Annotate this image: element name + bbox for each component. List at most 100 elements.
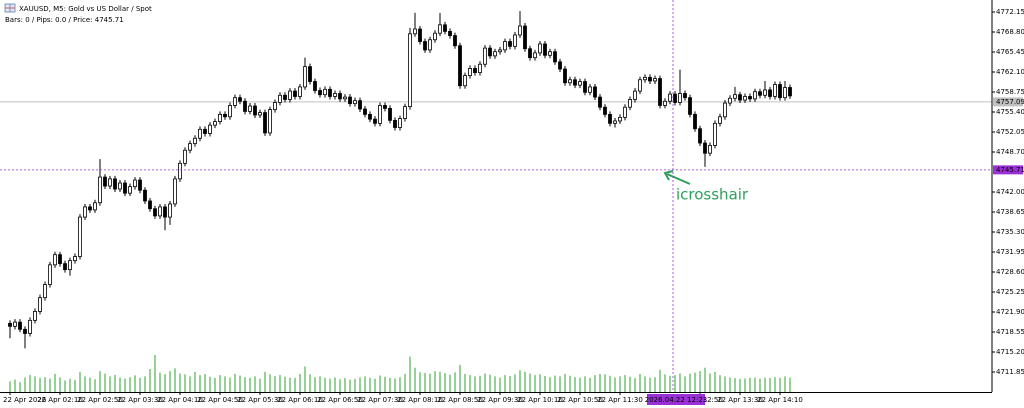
volume-bar — [249, 377, 251, 392]
candle-body — [128, 186, 132, 194]
volume-bar — [49, 378, 51, 392]
candle-body — [273, 102, 277, 111]
y-tick-label: 4758.75 — [996, 88, 1024, 96]
volume-bar — [229, 377, 231, 392]
candle-body — [743, 96, 747, 101]
volume-bar — [469, 375, 471, 392]
volume-bar — [789, 377, 791, 392]
y-tick-label: 4755.40 — [996, 108, 1024, 116]
volume-bar — [124, 378, 126, 392]
y-tick-label: 4738.65 — [996, 208, 1024, 216]
candle-body — [683, 93, 687, 99]
volume-bar — [54, 373, 56, 392]
volume-bar — [549, 377, 551, 392]
volume-bar — [719, 375, 721, 392]
volume-bar — [389, 377, 391, 392]
volume-bar — [149, 368, 151, 392]
y-tick-label: 4752.05 — [996, 128, 1024, 136]
candle-body — [53, 254, 57, 266]
x-tick-label: 22 Apr 10:50 — [557, 396, 603, 404]
candle-body — [768, 89, 772, 97]
candle-body — [468, 68, 472, 76]
candle-body — [8, 322, 12, 327]
volume-bar — [589, 377, 591, 392]
volume-bar — [34, 376, 36, 392]
volume-bar — [174, 368, 176, 392]
candle-body — [243, 100, 247, 112]
candle-body — [108, 178, 112, 187]
volume-bar — [604, 374, 606, 392]
candle-body — [698, 128, 702, 144]
candle-body — [38, 297, 42, 312]
volume-bar — [709, 373, 711, 392]
candle-body — [693, 113, 697, 130]
candle-body — [753, 91, 757, 100]
volume-bar — [474, 376, 476, 392]
candle-body — [703, 142, 707, 154]
volume-bar — [44, 377, 46, 392]
candle-body — [58, 254, 62, 265]
candle-body — [313, 81, 317, 91]
candle-body — [373, 118, 377, 124]
candle-body — [643, 76, 647, 81]
candle-body — [178, 162, 182, 180]
candle-body — [158, 206, 162, 217]
volume-bar — [24, 377, 26, 392]
volume-bar — [19, 382, 21, 392]
volume-bar — [119, 377, 121, 392]
candle-body — [413, 28, 417, 35]
candle-body — [138, 179, 142, 191]
candle-body — [248, 105, 252, 112]
candle-body — [563, 68, 567, 84]
crosshair-price-label: 4745.71 — [996, 166, 1024, 174]
candle-body — [443, 24, 447, 32]
y-tick-label: 4715.20 — [996, 348, 1024, 356]
x-tick-label: 22 Apr 02:10 — [37, 396, 83, 404]
volume-bar — [84, 376, 86, 392]
x-tick-label: 22 Apr 08:50 — [437, 396, 483, 404]
volume-bar — [129, 377, 131, 392]
candle-body — [123, 182, 127, 194]
x-tick-label: 22 Apr 06:10 — [277, 396, 323, 404]
candle-body — [233, 97, 237, 106]
candle-body — [173, 178, 177, 205]
candle-body — [198, 128, 202, 139]
candle-body — [543, 43, 547, 56]
x-tick-label: 22 Apr 14:10 — [757, 396, 803, 404]
candle-body — [783, 87, 787, 99]
candle-body — [668, 93, 672, 102]
volume-bar — [169, 371, 171, 392]
candle-body — [133, 179, 137, 188]
volume-bar — [9, 381, 11, 392]
annotation-arrow — [666, 173, 691, 185]
y-tick-label: 4772.15 — [996, 8, 1024, 16]
candle-body — [328, 88, 332, 97]
candle-body — [278, 94, 282, 103]
volume-bar — [394, 378, 396, 392]
volume-bar — [109, 376, 111, 392]
volume-bar — [714, 371, 716, 392]
volume-bar — [779, 377, 781, 392]
x-tick-label: 22 Apr 03:30 — [117, 396, 163, 404]
volume-bar — [629, 376, 631, 392]
volume-bar — [349, 379, 351, 392]
volume-bar — [434, 371, 436, 392]
volume-bar — [404, 373, 406, 392]
candle-body — [503, 41, 507, 51]
candle-body — [213, 121, 217, 126]
candle-body — [608, 113, 612, 124]
volume-bar — [609, 375, 611, 392]
volume-bar — [339, 379, 341, 392]
y-tick-label: 4731.95 — [996, 248, 1024, 256]
x-tick-label: 22 Apr 08:10 — [397, 396, 443, 404]
candle-body — [28, 319, 32, 334]
candle-body — [493, 51, 497, 57]
volume-bar — [374, 378, 376, 392]
volume-bar — [674, 375, 676, 392]
candle-body — [773, 84, 777, 97]
volume-bar — [39, 377, 41, 392]
candle-body — [663, 100, 667, 106]
x-tick-label: 22 Apr 09:30 — [477, 396, 523, 404]
candle-body — [523, 25, 527, 50]
